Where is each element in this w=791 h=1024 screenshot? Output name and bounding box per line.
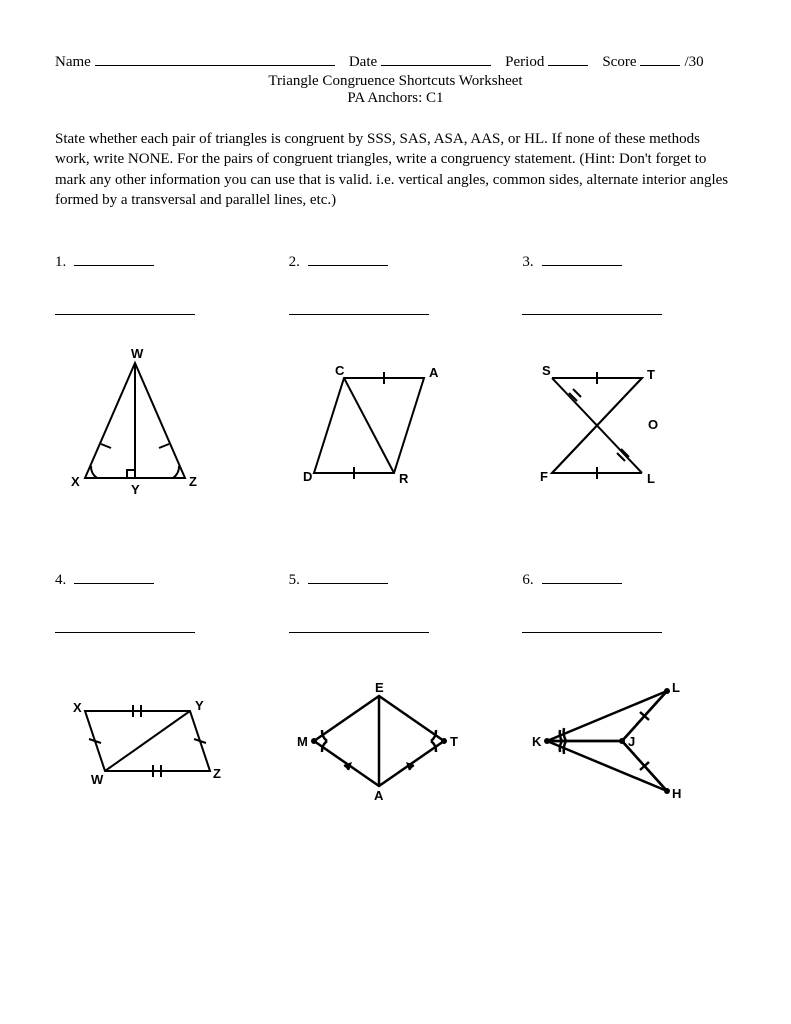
figure-1: W X Y Z (55, 338, 269, 508)
problem-number: 2. (289, 254, 300, 271)
vertex-label: A (374, 788, 384, 803)
problem-5: 5. E M (289, 568, 503, 826)
vertex-label: H (672, 786, 681, 801)
answer-blank[interactable] (542, 250, 622, 266)
score-suffix: /30 (684, 54, 703, 71)
statement-blank[interactable] (55, 617, 195, 633)
problem-2: 2. C A D R (289, 250, 503, 508)
name-blank[interactable] (95, 50, 335, 66)
answer-blank[interactable] (542, 568, 622, 584)
vertex-label: Z (189, 474, 197, 489)
period-blank[interactable] (548, 50, 588, 66)
vertex-label: Z (213, 766, 221, 781)
statement-blank[interactable] (55, 299, 195, 315)
figure-4: X Y W Z (55, 656, 269, 826)
problem-6: 6. (522, 568, 736, 826)
figure-3: S T O F L (522, 338, 736, 508)
vertex-label: M (297, 734, 308, 749)
vertex-label: F (540, 469, 548, 484)
statement-blank[interactable] (289, 299, 429, 315)
instructions-text: State whether each pair of triangles is … (55, 129, 736, 210)
figure-5: E M T A (289, 656, 503, 826)
vertex-label: T (647, 367, 655, 382)
problem-1: 1. W X Y Z (55, 250, 269, 508)
vertex-label: X (73, 700, 82, 715)
vertex-label: W (91, 772, 104, 787)
statement-blank[interactable] (522, 617, 662, 633)
problem-number: 4. (55, 572, 66, 589)
problem-number: 3. (522, 254, 533, 271)
problems-grid: 1. W X Y Z (55, 250, 736, 826)
vertex-label: R (399, 471, 409, 486)
vertex-label: W (131, 346, 144, 361)
period-label: Period (505, 54, 544, 71)
vertex-label: T (450, 734, 458, 749)
vertex-label: L (672, 680, 680, 695)
score-blank[interactable] (640, 50, 680, 66)
problem-number: 1. (55, 254, 66, 271)
vertex-label: A (429, 365, 439, 380)
figure-2: C A D R (289, 338, 503, 508)
answer-blank[interactable] (74, 568, 154, 584)
vertex-label: O (648, 417, 658, 432)
vertex-label: L (647, 471, 655, 486)
vertex-label: S (542, 363, 551, 378)
vertex-label: D (303, 469, 312, 484)
vertex-label: Y (131, 482, 140, 497)
problem-number: 5. (289, 572, 300, 589)
vertex-label: K (532, 734, 542, 749)
name-label: Name (55, 54, 91, 71)
score-label: Score (602, 54, 636, 71)
answer-blank[interactable] (308, 250, 388, 266)
date-label: Date (349, 54, 377, 71)
statement-blank[interactable] (522, 299, 662, 315)
title-block: Triangle Congruence Shortcuts Worksheet … (55, 73, 736, 107)
vertex-label: Y (195, 698, 204, 713)
date-blank[interactable] (381, 50, 491, 66)
answer-blank[interactable] (74, 250, 154, 266)
statement-blank[interactable] (289, 617, 429, 633)
worksheet-subtitle: PA Anchors: C1 (55, 90, 736, 107)
problem-3: 3. S T O F (522, 250, 736, 508)
worksheet-header: Name Date Period Score /30 (55, 50, 736, 71)
worksheet-title: Triangle Congruence Shortcuts Worksheet (55, 73, 736, 90)
vertex-label: C (335, 363, 345, 378)
vertex-label: J (628, 734, 635, 749)
vertex-label: E (375, 680, 384, 695)
figure-6: K J L H (522, 656, 736, 826)
problem-4: 4. X Y W Z (55, 568, 269, 826)
vertex-label: X (71, 474, 80, 489)
answer-blank[interactable] (308, 568, 388, 584)
problem-number: 6. (522, 572, 533, 589)
